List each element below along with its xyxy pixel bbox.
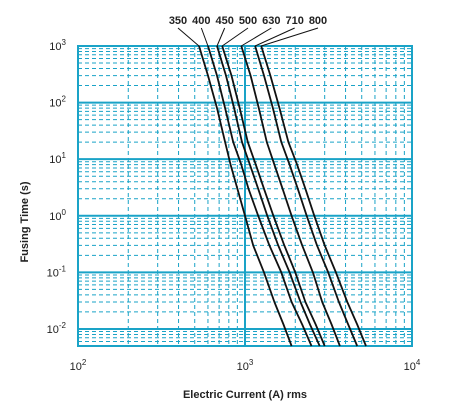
- rating-label-450: 450: [215, 15, 233, 27]
- curve-630a: [240, 45, 341, 347]
- fusing-curves: [198, 45, 367, 347]
- x-tick-label: 104: [404, 358, 421, 373]
- leader-line-350: [177, 27, 200, 47]
- rating-label-800: 800: [309, 15, 327, 27]
- rating-label-400: 400: [192, 15, 210, 27]
- curve-500a: [221, 45, 326, 347]
- rating-label-710: 710: [285, 15, 303, 27]
- rating-label-630: 630: [262, 15, 280, 27]
- curve-400a: [207, 45, 313, 347]
- rating-label-350: 350: [169, 15, 187, 27]
- y-axis-title: Fusing Time (s): [19, 181, 31, 262]
- leader-line-500: [221, 27, 249, 47]
- leader-line-400: [200, 27, 209, 47]
- y-tick-label: 100: [49, 208, 66, 223]
- grid: [77, 45, 413, 347]
- curve-350a: [198, 45, 293, 347]
- x-axis-title: Electric Current (A) rms: [183, 389, 307, 401]
- rating-labels: 350 400 450 500 630 710 800: [169, 15, 327, 47]
- tick-labels: 102 103 104 103 102 101 100 10-1 10-2: [47, 38, 421, 373]
- leader-line-710: [254, 27, 295, 47]
- y-tick-label: 103: [49, 38, 66, 53]
- y-tick-label: 10-1: [47, 264, 67, 279]
- leader-line-800: [261, 27, 319, 47]
- x-tick-label: 102: [70, 358, 87, 373]
- curve-710a: [254, 45, 359, 347]
- y-tick-label: 101: [49, 151, 66, 166]
- curve-450a: [216, 45, 321, 347]
- curve-800a: [260, 45, 367, 347]
- leader-line-630: [241, 27, 272, 47]
- leader-line-450: [216, 27, 226, 47]
- x-tick-label: 103: [237, 358, 254, 373]
- rating-label-500: 500: [239, 15, 257, 27]
- y-tick-label: 10-2: [47, 321, 67, 336]
- y-tick-label: 102: [49, 95, 66, 110]
